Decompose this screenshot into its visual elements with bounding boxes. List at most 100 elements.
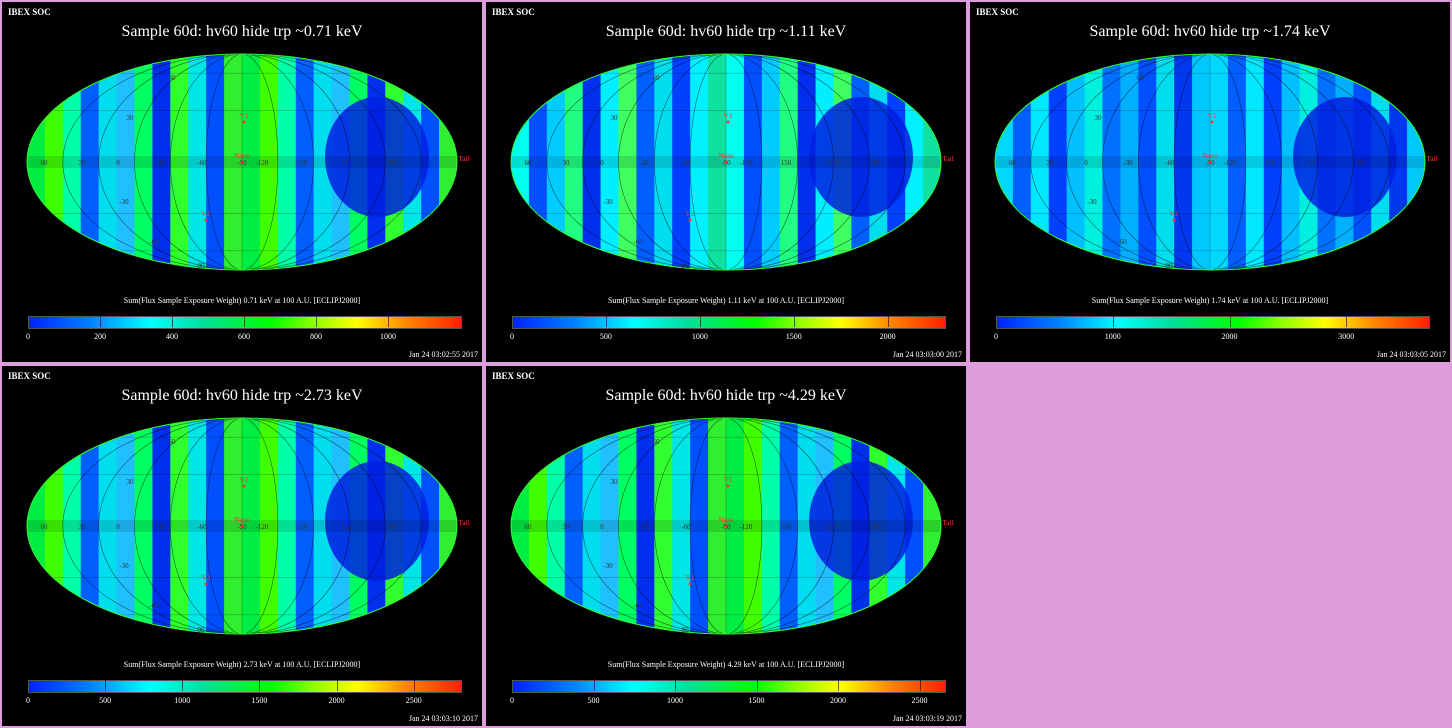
map-strip (206, 418, 225, 634)
panel-header: IBEX SOC (8, 7, 51, 17)
grid-label: 60 (525, 159, 533, 167)
sky-map-panel-4: IBEX SOC Sample 60d: hv60 hide trp ~2.73 … (2, 366, 482, 726)
v1-marker (242, 120, 246, 124)
colorbar-tick-mark (793, 316, 795, 327)
map-strip (80, 54, 100, 270)
colorbar-tick-mark (756, 680, 758, 691)
map-strip (761, 54, 781, 270)
grid-label: 0 (116, 159, 120, 167)
colorbar-tick-label: 1500 (748, 696, 765, 705)
map-strip (170, 418, 189, 634)
map-strip (618, 418, 637, 634)
map-strip (134, 418, 153, 634)
map-strip (546, 418, 566, 634)
v1-label: V1 (723, 111, 732, 120)
lat-label: 60 (653, 74, 661, 82)
colorbar-caption: Sum(Flux Sample Exposure Weight) 1.74 ke… (1091, 296, 1329, 305)
grid-label: 30 (1047, 159, 1055, 167)
colorbar-caption: Sum(Flux Sample Exposure Weight) 0.71 ke… (123, 296, 361, 305)
lat-label: -90 (195, 262, 205, 270)
colorbar-tick-mark (919, 680, 921, 691)
nose-label: Nose (234, 151, 250, 160)
timestamp: Jan 24 03:03:10 2017 (408, 714, 478, 723)
map-strip (797, 418, 817, 634)
grid-label: 30 (563, 159, 571, 167)
colorbar-tick-mark (105, 680, 107, 691)
colorbar-tick-label: 1000 (691, 332, 708, 341)
map-strip (743, 418, 763, 634)
map-strip (582, 54, 602, 270)
colorbar-caption: Sum(Flux Sample Exposure Weight) 2.73 ke… (123, 660, 361, 669)
grid-label: -30 (639, 523, 649, 531)
map-strip (116, 418, 135, 634)
grid-label: 120 (826, 523, 837, 531)
colorbar-tick-label: 0 (26, 332, 30, 341)
lat-label: -90 (195, 626, 205, 634)
graticule-meridian (1138, 54, 1282, 270)
grid-label: 150 (781, 523, 792, 531)
grid-label: -60 (197, 159, 207, 167)
map-strip (313, 54, 333, 270)
colorbar-caption: Sum(Flux Sample Exposure Weight) 4.29 ke… (607, 660, 845, 669)
graticule-meridian (1030, 54, 1390, 270)
panel-title: Sample 60d: hv60 hide trp ~2.73 keV (121, 387, 363, 404)
grid-label: 0 (1084, 159, 1088, 167)
map-strip (779, 54, 799, 270)
timestamp: Jan 24 03:03:19 2017 (892, 714, 962, 723)
nose-marker (240, 524, 244, 528)
panel-header: IBEX SOC (492, 371, 535, 381)
mollweide-map: 60300-30-60-90-120150120906030-30-60-90V… (510, 417, 954, 635)
v1-marker (726, 120, 730, 124)
graticule-meridian (582, 418, 870, 634)
map-strip (1227, 54, 1247, 270)
colorbar-tick-mark (182, 680, 184, 691)
map-strip (582, 418, 602, 634)
v1-marker (242, 484, 246, 488)
v2-label: V2 (201, 209, 210, 218)
graticule-meridian (170, 418, 314, 634)
nose-label: Nose (718, 151, 734, 160)
map-strip (62, 54, 82, 270)
lat-label: -60 (149, 602, 159, 610)
grid-label: -120 (740, 159, 753, 167)
colorbar-tick-label: 1500 (251, 696, 268, 705)
grid-label: 30 (563, 523, 571, 531)
colorbar-tick-label: 0 (994, 332, 998, 341)
map-strip (779, 418, 799, 634)
tail-label: Tail (458, 154, 470, 163)
lat-label: -90 (1163, 262, 1173, 270)
colorbar-tick-label: 800 (310, 332, 322, 341)
colorbar-tick-mark (336, 680, 338, 691)
colorbar-tick-mark (675, 680, 677, 691)
grid-label: 120 (342, 159, 353, 167)
graticule-meridian (582, 418, 870, 634)
colorbar-tick-mark (413, 680, 415, 691)
nose-marker (1208, 160, 1212, 164)
tail-label: Tail (942, 154, 954, 163)
map-strip (726, 418, 745, 634)
grid-label: -60 (681, 159, 691, 167)
grid-label: 0 (600, 159, 604, 167)
colorbar-tick-label: 2500 (911, 696, 928, 705)
graticule-meridian (205, 54, 279, 270)
map-strip (690, 54, 709, 270)
grid-label: 90 (389, 523, 397, 531)
map-strip (1030, 54, 1050, 270)
lat-label: -60 (633, 238, 643, 246)
graticule-meridian (170, 54, 314, 270)
grid-label: 30 (79, 159, 87, 167)
grid-label: 60 (41, 523, 49, 531)
colorbar-tick-label: 400 (166, 332, 178, 341)
grid-label: 90 (389, 159, 397, 167)
colorbar-tick-mark (605, 316, 607, 327)
v2-label: V2 (685, 209, 694, 218)
map-strip (1192, 54, 1211, 270)
v2-label: V2 (1169, 209, 1178, 218)
mollweide-map: 60300-30-60-90-120150120906030-30-60-90V… (510, 53, 954, 271)
timestamp: Jan 24 03:03:05 2017 (1376, 350, 1446, 359)
map-strip (546, 54, 566, 270)
map-strip (672, 54, 691, 270)
graticule-meridian (1102, 54, 1318, 270)
graticule-meridian (654, 54, 798, 270)
graticule-meridian (170, 418, 314, 634)
